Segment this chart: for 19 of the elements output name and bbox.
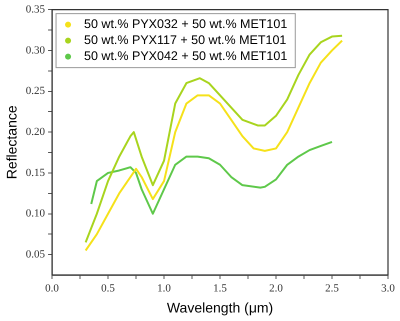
- y-tick-label: 0.35: [26, 3, 46, 16]
- x-tick-label: 0.5: [101, 282, 116, 294]
- y-tick-label: 0.20: [26, 126, 46, 138]
- legend-label: 50 wt.% PYX042 + 50 wt.% MET101: [84, 49, 288, 64]
- x-axis-title: Wavelength (μm): [166, 299, 274, 316]
- y-tick-label: 0.05: [26, 248, 46, 260]
- x-tick-label: 2.5: [325, 282, 340, 294]
- x-tick-label: 0.0: [45, 282, 60, 294]
- legend-label: 50 wt.% PYX117 + 50 wt.% MET101: [84, 33, 286, 48]
- x-tick-label: 3.0: [381, 282, 396, 294]
- y-tick-label: 0.30: [26, 44, 46, 56]
- legend-label: 50 wt.% PYX032 + 50 wt.% MET101: [84, 17, 288, 32]
- y-tick-label: 0.25: [26, 85, 46, 98]
- x-tick-label: 2.0: [269, 282, 284, 294]
- y-tick-label: 0.15: [26, 166, 46, 179]
- x-tick-label: 1.0: [157, 282, 172, 294]
- x-tick-label: 1.5: [213, 282, 228, 294]
- y-axis-title: Reflectance: [3, 105, 20, 180]
- y-tick-label: 0.10: [26, 208, 46, 220]
